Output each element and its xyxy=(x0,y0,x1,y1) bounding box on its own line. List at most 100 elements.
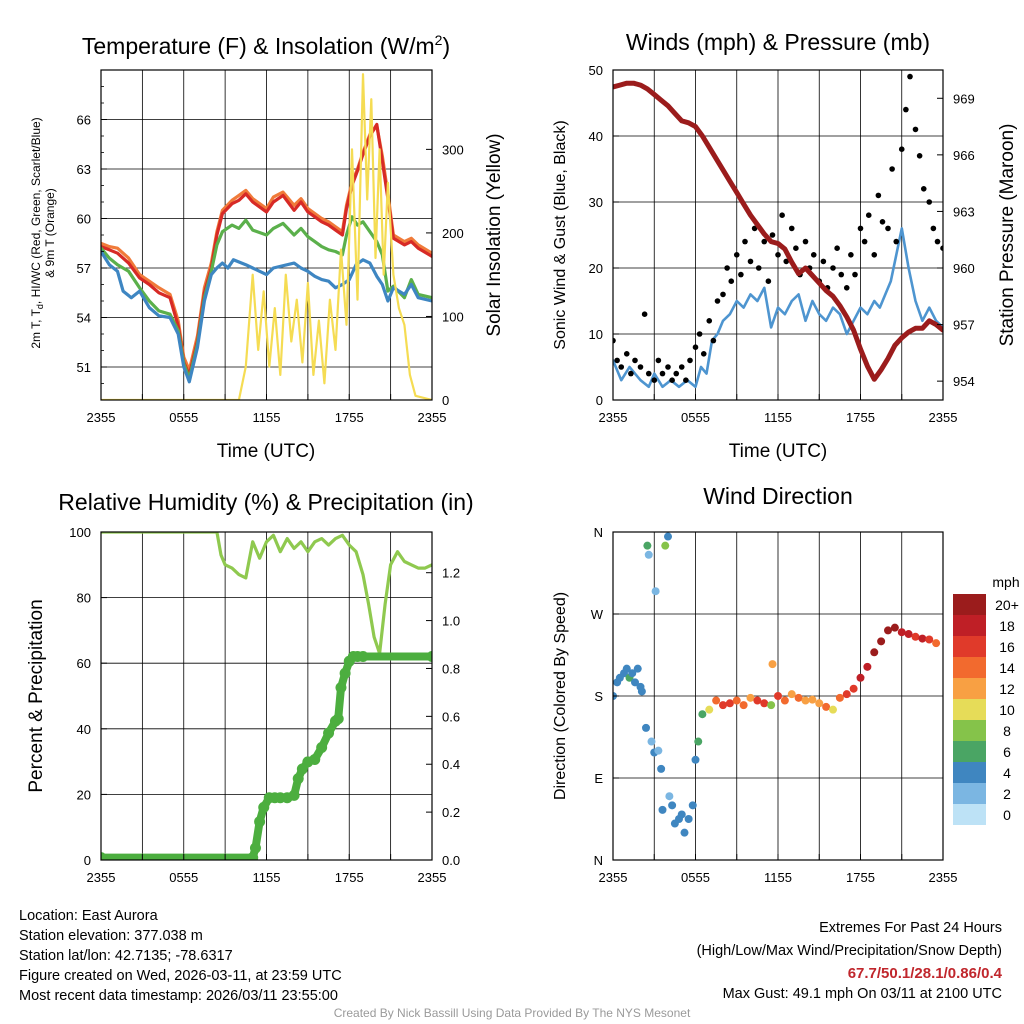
rh-xtick-label: 0555 xyxy=(169,870,198,885)
gust-point xyxy=(683,377,689,384)
series-sonic-wind xyxy=(613,227,943,389)
gust-point xyxy=(926,199,933,205)
dir-ytick-left-label: E xyxy=(594,771,603,786)
temp-ytick-left-label: 57 xyxy=(77,261,91,276)
wind-xtick-label: 2355 xyxy=(929,410,958,425)
gust-point xyxy=(810,252,817,258)
gust-point xyxy=(793,245,799,251)
rh-xtick-label: 1155 xyxy=(253,870,281,885)
temp-ytick-right-label: 200 xyxy=(442,226,464,241)
direction-point xyxy=(794,693,803,702)
gust-point xyxy=(628,370,634,377)
direction-point xyxy=(694,737,703,746)
gust-point xyxy=(696,331,703,337)
gust-point xyxy=(623,351,630,357)
rh-ytick-right-label: 1.0 xyxy=(442,614,460,629)
rh-ytick-left-label: 80 xyxy=(77,591,91,606)
direction-point xyxy=(932,639,941,648)
dir-ytick-left-label: W xyxy=(591,607,604,622)
colorbar-swatch xyxy=(953,762,986,783)
gust-point xyxy=(659,370,666,377)
direction-point xyxy=(643,541,652,550)
max-gust-text: Max Gust: 49.1 mph On 03/11 at 2100 UTC xyxy=(722,986,1002,1002)
precip-point xyxy=(332,713,344,725)
precip-point xyxy=(323,727,335,739)
direction-point xyxy=(925,635,934,644)
colorbar-label: 20+ xyxy=(995,597,1019,613)
wind-xtick-label: 1755 xyxy=(846,410,875,425)
recent-timestamp-text: Most recent data timestamp: 2026/03/11 2… xyxy=(19,988,338,1004)
direction-point xyxy=(808,695,817,704)
gust-point xyxy=(843,285,850,291)
gust-point xyxy=(779,212,785,218)
gust-point xyxy=(838,271,845,278)
gust-point xyxy=(692,344,699,351)
colorbar-unit: mph xyxy=(992,574,1019,590)
gust-point xyxy=(765,278,772,285)
gust-point xyxy=(673,370,680,377)
direction-point xyxy=(829,705,837,714)
gust-point xyxy=(885,225,891,232)
direction-point xyxy=(691,755,700,764)
direction-point xyxy=(815,699,824,708)
direction-point xyxy=(918,634,927,643)
wind-ytick-right-label: 954 xyxy=(953,374,975,389)
gust-point xyxy=(830,265,836,271)
colorbar-swatch xyxy=(953,657,986,678)
direction-point xyxy=(856,673,865,682)
gust-point xyxy=(733,252,740,258)
colorbar-label: 2 xyxy=(1003,786,1011,802)
gust-point xyxy=(724,265,730,271)
wind-ytick-right-label: 957 xyxy=(953,318,975,333)
direction-point xyxy=(780,696,789,705)
direction-point xyxy=(680,828,689,837)
wind-ytick-right-label: 969 xyxy=(953,91,975,106)
colorbar-label: 12 xyxy=(999,681,1015,697)
gust-point xyxy=(761,238,768,245)
wind-y-axis-label: Sonic Wind & Gust (Blue, Black) xyxy=(552,120,569,349)
dir-plot-frame xyxy=(612,531,944,861)
gust-point xyxy=(775,252,781,258)
extremes-info: Extremes For Past 24 Hours (High/Low/Max… xyxy=(697,918,1002,1004)
gust-point xyxy=(728,278,735,285)
solar-y-axis-label: Solar Insolation (Yellow) xyxy=(484,133,505,336)
gust-point xyxy=(889,166,895,172)
direction-point xyxy=(753,696,762,705)
precip-point xyxy=(339,667,351,679)
elevation-text: Station elevation: 377.038 m xyxy=(19,928,203,944)
gust-point xyxy=(669,377,675,384)
precip-point xyxy=(249,842,261,854)
direction-point xyxy=(801,696,810,705)
gust-point xyxy=(651,377,658,384)
gust-point xyxy=(903,106,909,113)
gust-point xyxy=(783,258,790,265)
precip-point xyxy=(292,773,304,785)
gust-point xyxy=(893,238,900,245)
direction-point xyxy=(719,701,727,710)
direction-point xyxy=(661,541,670,550)
direction-point xyxy=(633,664,642,673)
rh-ytick-left-label: 0 xyxy=(84,853,91,868)
rh-ytick-left-label: 60 xyxy=(77,656,91,671)
gust-point xyxy=(857,225,864,232)
latlon-text: Station lat/lon: 42.7135; -78.6317 xyxy=(19,948,233,964)
gust-point xyxy=(747,258,754,265)
gust-point xyxy=(714,298,721,304)
gust-point xyxy=(848,252,854,258)
gust-point xyxy=(802,238,809,245)
gust-point xyxy=(907,73,913,80)
figure: Temperature (F) & Insolation (W/m2) 2355… xyxy=(26,29,1020,885)
direction-point xyxy=(767,701,776,710)
wind-xtick-label: 2355 xyxy=(599,410,628,425)
gust-point xyxy=(645,370,652,377)
pressure-y-axis-label: Station Pressure (Maroon) xyxy=(997,124,1018,347)
gust-point xyxy=(618,364,625,370)
temperature-y-axis-label-2: & 9m T (Orange) xyxy=(43,188,57,278)
wind-ytick-left-label: 30 xyxy=(589,195,603,210)
gust-point xyxy=(852,271,858,278)
direction-point xyxy=(890,623,899,632)
temperature-y-axis-label: 2m T, Td, HI/WC (Red, Green, Scarlet/Blu… xyxy=(29,117,45,348)
gust-point xyxy=(742,238,748,245)
direction-point xyxy=(705,705,714,714)
gust-point xyxy=(678,364,685,370)
